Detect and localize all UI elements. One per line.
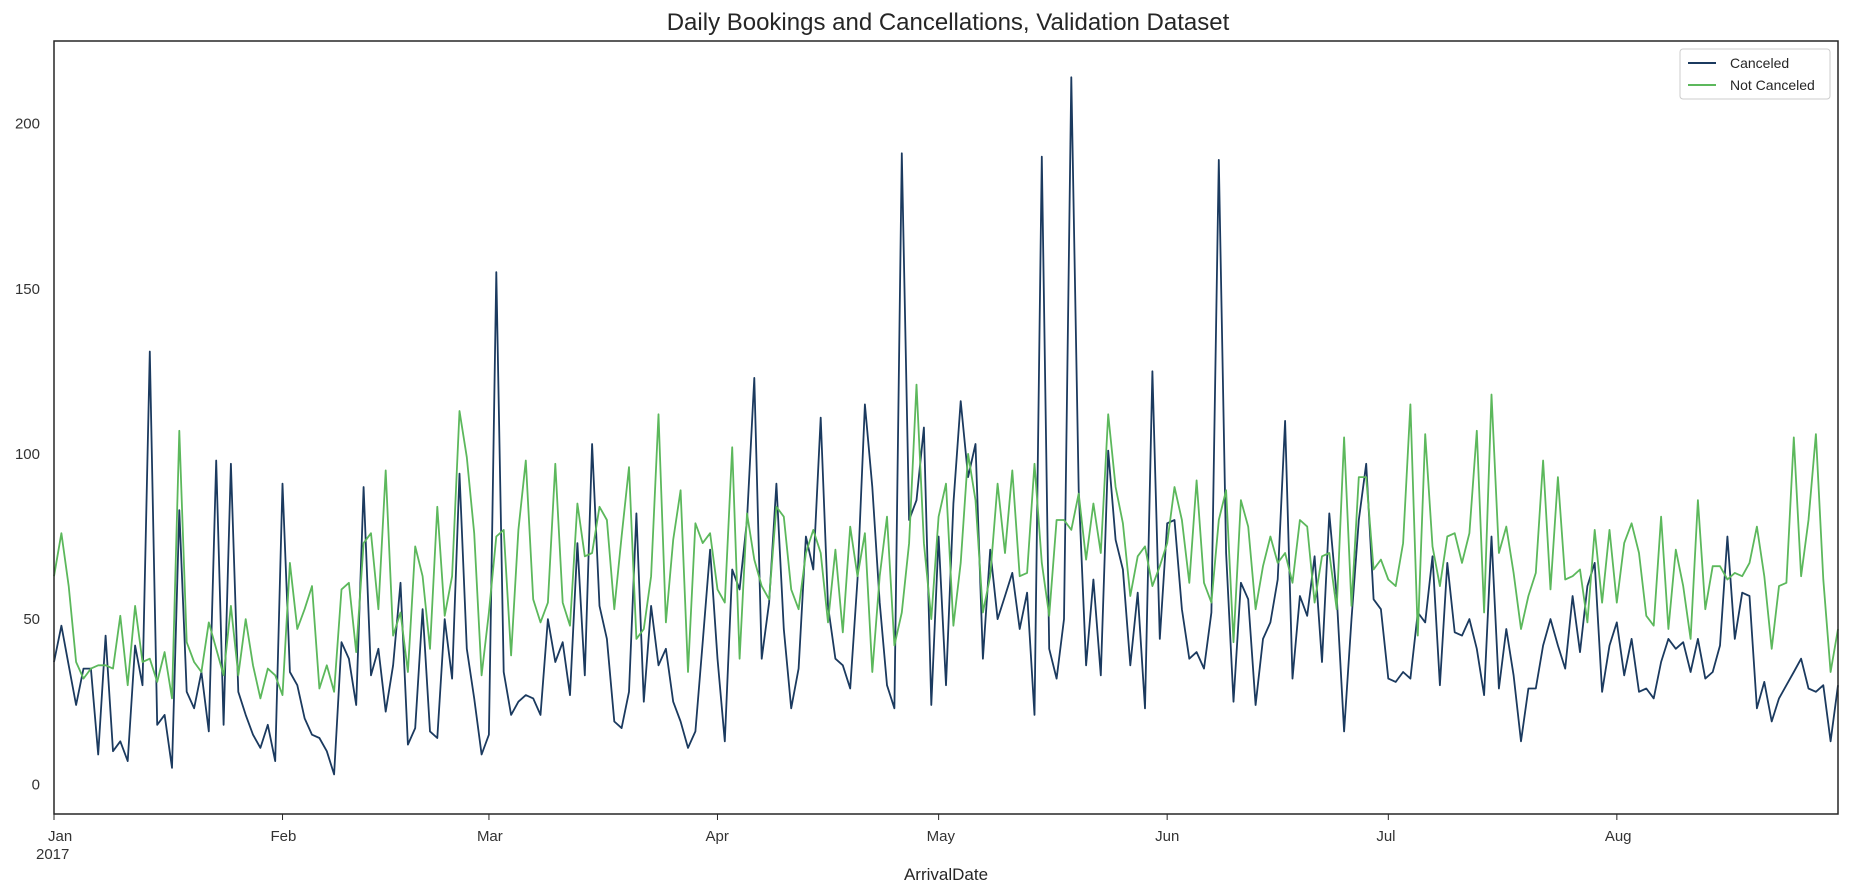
x-tick-label: Feb [271, 828, 297, 845]
x-tick-label: Jun [1155, 828, 1179, 845]
x-axis-label: ArrivalDate [904, 865, 988, 884]
y-tick-label: 200 [15, 116, 40, 133]
x-tick-label: May [927, 828, 956, 845]
legend: Canceled Not Canceled [1679, 48, 1831, 100]
x-tick-label: Jan [48, 828, 72, 845]
y-axis: 0 50 100 150 200 [15, 116, 40, 794]
x-tick-label: Mar [477, 828, 503, 845]
x-tick-label: Apr [705, 828, 728, 845]
x-tick-year-label: 2017 [36, 846, 69, 863]
y-tick-label: 100 [15, 446, 40, 463]
legend-label-canceled: Canceled [1730, 55, 1789, 71]
chart-title: Daily Bookings and Cancellations, Valida… [667, 9, 1230, 36]
plot-frame [53, 40, 1839, 815]
x-tick-label: Aug [1605, 828, 1632, 845]
x-tick-label: Jul [1376, 828, 1395, 845]
y-tick-label: 0 [32, 776, 40, 793]
series-line-canceled [53, 76, 1839, 776]
series-line-not-canceled [53, 383, 1839, 700]
series-layer [53, 76, 1839, 776]
legend-label-not-canceled: Not Canceled [1730, 77, 1815, 93]
y-tick-label: 50 [23, 611, 40, 628]
y-tick-label: 150 [15, 281, 40, 298]
legend-box [1679, 48, 1831, 100]
